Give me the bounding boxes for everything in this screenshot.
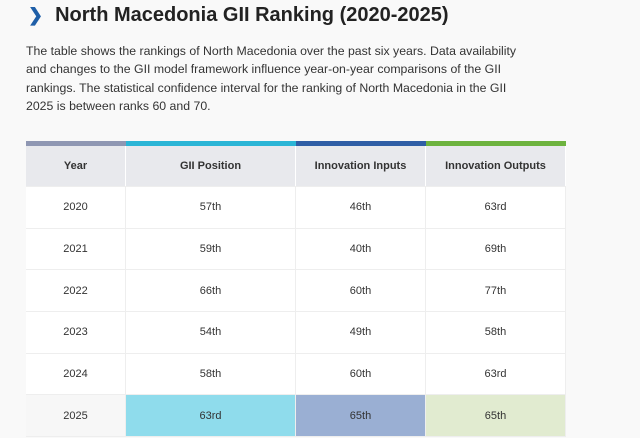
outputs-color-bar — [426, 141, 566, 146]
table-row: 2020 57th 46th 63rd — [26, 187, 566, 229]
page-title: North Macedonia GII Ranking (2020-2025) — [55, 4, 449, 26]
cell-innovation-inputs: 49th — [296, 312, 426, 353]
description: The table shows the rankings of North Ma… — [26, 44, 517, 113]
cell-innovation-outputs: 77th — [426, 270, 566, 312]
cell-innovation-outputs: 65th — [426, 395, 566, 437]
chevron-right-icon[interactable]: ❯ — [28, 5, 44, 25]
cell-innovation-inputs: 65th — [296, 395, 426, 437]
cell-year: 2020 — [26, 187, 126, 228]
table-header: Year GII Position Innovation Inputs Inno… — [26, 146, 566, 187]
cell-innovation-outputs: 63rd — [426, 353, 566, 395]
cell-gii-position: 58th — [126, 353, 296, 395]
year-color-bar — [26, 141, 126, 146]
table-row: 2024 58th 60th 63rd — [26, 353, 566, 396]
cell-gii-position: 66th — [126, 270, 296, 312]
cell-year: 2024 — [26, 353, 126, 395]
cell-innovation-inputs: 46th — [296, 187, 426, 228]
cell-year: 2025 — [26, 395, 126, 437]
table-row: 2023 54th 49th 58th — [26, 312, 566, 354]
cell-gii-position: 54th — [126, 312, 296, 353]
table-row: 2025 63rd 65th 65th — [26, 395, 566, 438]
table-row: 2022 66th 60th 77th — [26, 270, 566, 313]
header-innovation-inputs: Innovation Inputs — [296, 146, 426, 186]
header-year: Year — [26, 146, 126, 186]
inputs-color-bar — [296, 141, 426, 146]
table-row: 2021 59th 40th 69th — [26, 228, 566, 271]
section-title[interactable]: ❯ North Macedonia GII Ranking (2020-2025… — [28, 4, 449, 27]
cell-year: 2022 — [26, 270, 126, 312]
ranking-table: Year GII Position Innovation Inputs Inno… — [26, 141, 566, 438]
cell-innovation-inputs: 60th — [296, 270, 426, 312]
cell-innovation-outputs: 69th — [426, 228, 566, 270]
header-gii-position: GII Position — [126, 146, 296, 186]
cell-gii-position: 57th — [126, 187, 296, 228]
cell-gii-position: 63rd — [126, 395, 296, 437]
cell-year: 2023 — [26, 312, 126, 353]
cell-gii-position: 59th — [126, 228, 296, 270]
cell-innovation-inputs: 40th — [296, 228, 426, 270]
cell-year: 2021 — [26, 228, 126, 270]
cell-innovation-outputs: 63rd — [426, 187, 566, 228]
cell-innovation-inputs: 60th — [296, 353, 426, 395]
color-bars — [26, 141, 566, 146]
cell-innovation-outputs: 58th — [426, 312, 566, 353]
gii-color-bar — [126, 141, 296, 146]
header-innovation-outputs: Innovation Outputs — [426, 146, 566, 186]
